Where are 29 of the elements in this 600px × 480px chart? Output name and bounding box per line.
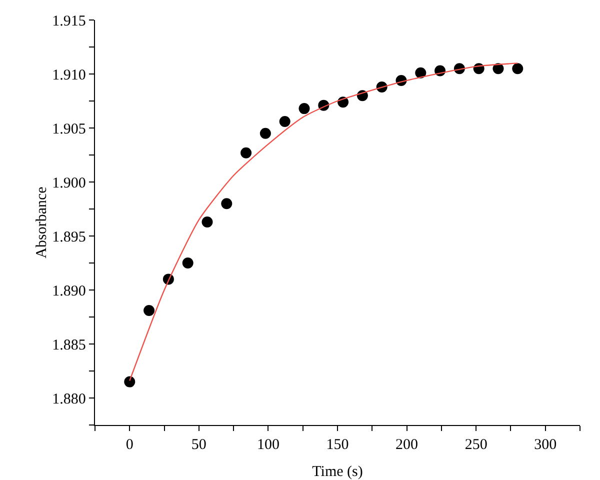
y-tick-label: 1.890 (52, 283, 86, 300)
x-tick-label: 300 (534, 437, 557, 454)
x-axis-title: Time (s) (312, 464, 363, 480)
y-tick-label: 1.915 (52, 13, 86, 30)
point (279, 116, 290, 128)
x-tick-label: 250 (464, 437, 488, 454)
point (221, 198, 232, 210)
x-tick-label: 150 (326, 437, 349, 454)
y-tick-label: 1.885 (52, 337, 86, 354)
point (512, 63, 524, 74)
point (144, 305, 155, 316)
point (202, 216, 213, 228)
x-tick-label: 100 (256, 437, 280, 454)
point (298, 103, 310, 114)
x-tick-label: 50 (191, 437, 206, 454)
point (415, 67, 426, 78)
y-tick-label: 1.895 (52, 229, 86, 246)
point (124, 376, 136, 388)
y-axis-title: Absorbance (34, 186, 50, 258)
point (182, 258, 194, 268)
x-tick-label: 0 (126, 437, 134, 454)
y-tick-label: 1.905 (52, 121, 86, 138)
y-tick-label: 1.880 (52, 391, 86, 408)
x-tick-label: 200 (396, 437, 418, 454)
point (240, 147, 252, 158)
point (260, 128, 271, 139)
y-tick-label: 1.910 (52, 67, 86, 84)
point (492, 63, 504, 74)
y-tick-label: 1.900 (52, 175, 86, 192)
